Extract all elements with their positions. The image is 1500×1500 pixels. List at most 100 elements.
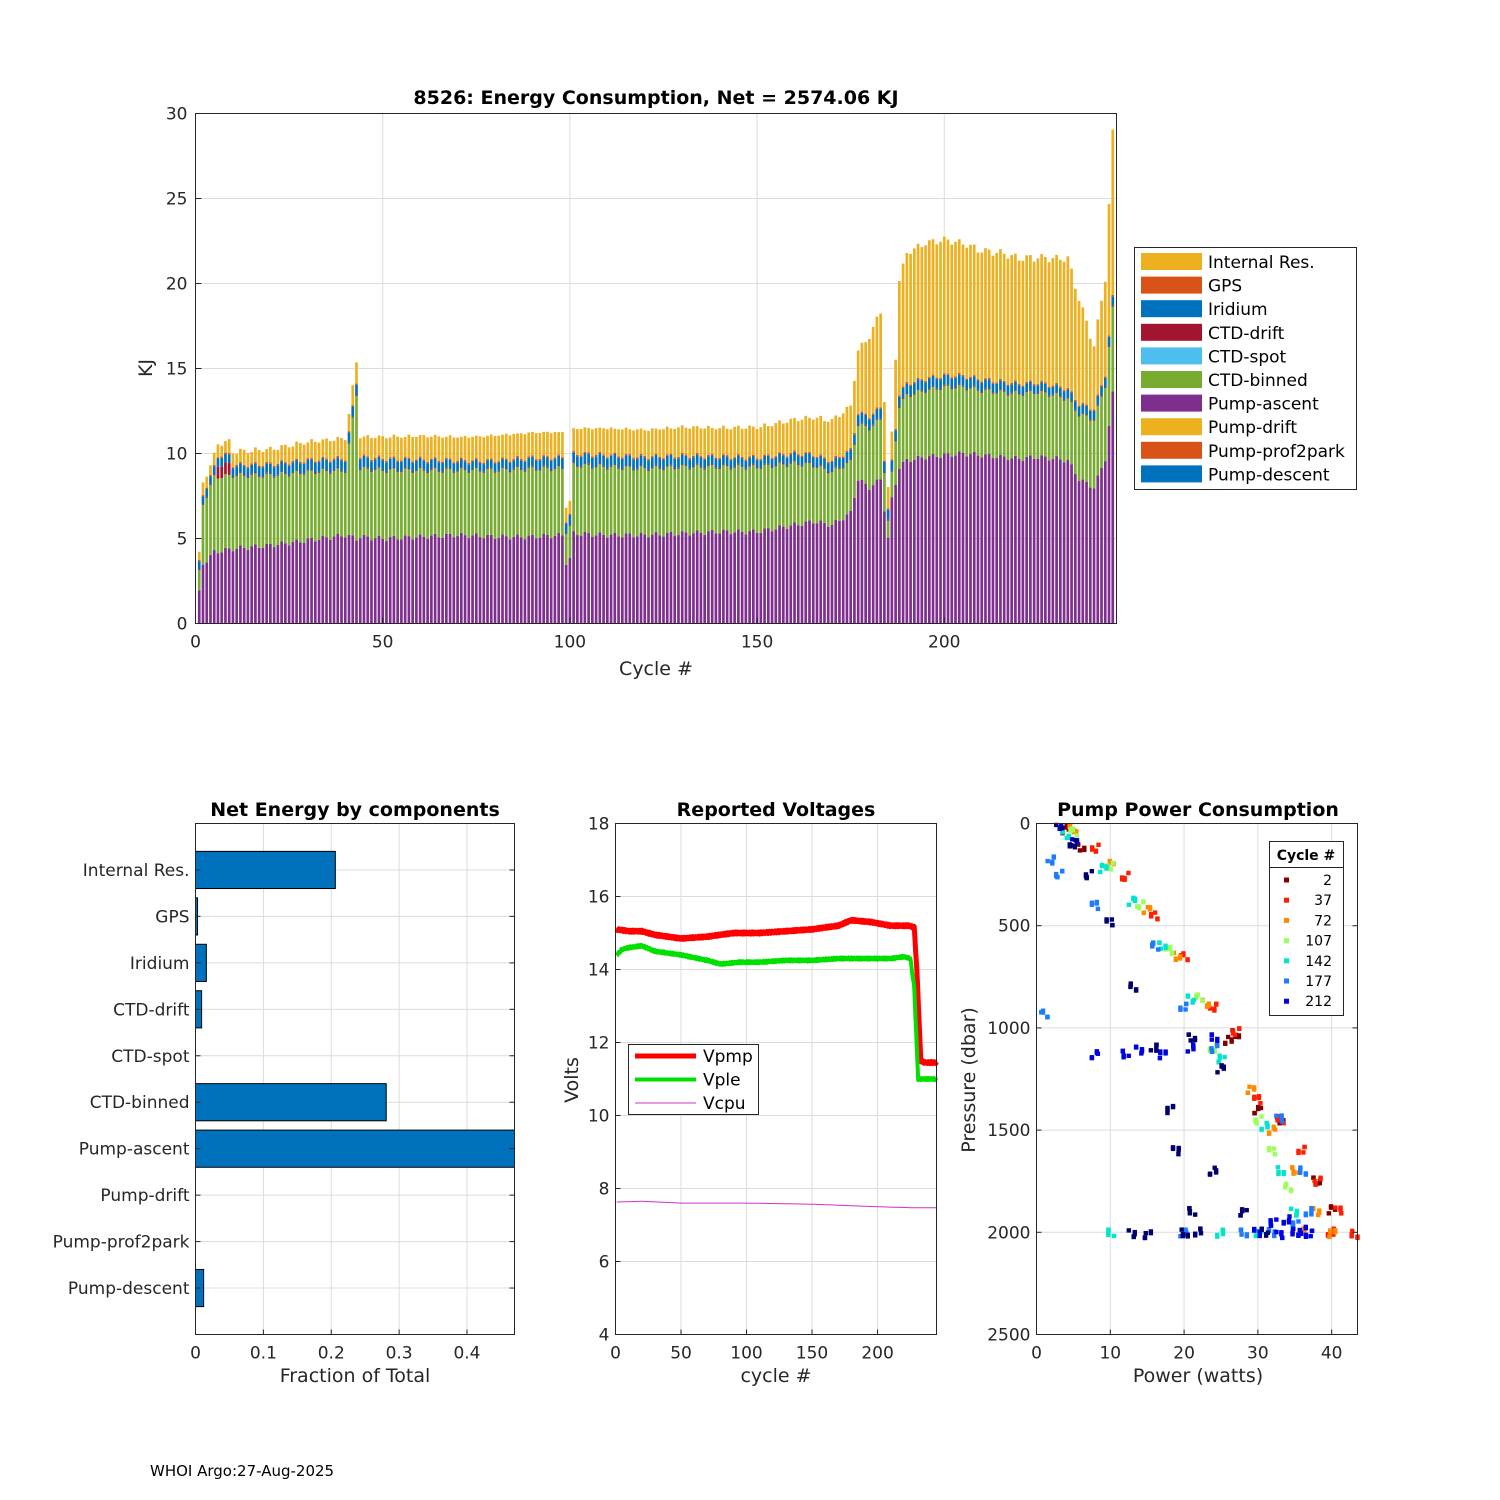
energy-bar-cycle-33 — [317, 442, 321, 624]
energy-bar-segment-gps — [980, 381, 984, 383]
energy-bar-segment-iridium — [729, 460, 733, 469]
energy-bar-segment-iridium — [995, 383, 999, 393]
energy-legend-swatch — [1141, 253, 1202, 270]
energy-bar-segment-iridium — [733, 458, 736, 467]
energy-bar-segment-internal-res — [778, 420, 781, 453]
pump-point — [1104, 917, 1109, 922]
pump-point — [1126, 1053, 1131, 1059]
energy-bar-segment-internal-res — [325, 438, 328, 459]
energy-bar-segment-gps — [403, 456, 407, 459]
energy-bar-segment-ctd-binned — [512, 469, 516, 537]
energy-bar-segment-pump-ascent — [328, 539, 332, 624]
pump-point — [1094, 901, 1099, 906]
energy-bar-segment-internal-res — [407, 434, 411, 458]
pump-point — [1207, 1006, 1213, 1011]
energy-bar-cycle-108 — [598, 427, 602, 624]
energy-bar-segment-gps — [628, 454, 632, 456]
energy-bar-segment-ctd-binned — [362, 466, 366, 535]
energy-bar-cycle-228 — [1047, 262, 1051, 624]
energy-bar-segment-gps — [699, 456, 703, 458]
energy-bar-segment-gps — [763, 454, 766, 457]
energy-bar-segment-pump-ascent — [830, 524, 834, 624]
energy-bar-cycle-133 — [692, 426, 695, 624]
energy-bar-segment-gps — [909, 384, 912, 386]
energy-bar-segment-iridium — [396, 461, 400, 472]
energy-bar-segment-internal-res — [811, 419, 815, 457]
energy-bar-segment-iridium — [1029, 381, 1032, 390]
energy-bar-segment-ctd-binned — [647, 471, 650, 538]
pump-point — [1281, 1171, 1286, 1177]
energy-bar-segment-internal-res — [298, 442, 302, 462]
energy-bar-segment-ctd-binned — [201, 505, 205, 565]
energy-bar-segment-pump-ascent — [553, 535, 557, 624]
pump-point — [1253, 1233, 1259, 1238]
energy-bar-segment-iridium — [523, 461, 527, 471]
energy-bar-segment-ctd-binned — [957, 384, 961, 452]
energy-bar-segment-ctd-drift — [1021, 395, 1025, 397]
energy-bar-segment-ctd-drift — [751, 463, 755, 465]
energy-bar-segment-internal-res — [999, 249, 1002, 380]
energy-bar-segment-pump-ascent — [901, 461, 905, 624]
energy-bar-segment-ctd-binned — [370, 472, 373, 541]
energy-bar-segment-internal-res — [957, 239, 961, 373]
energy-bar-segment-gps — [1014, 380, 1017, 382]
energy-bar-segment-pump-ascent — [602, 534, 605, 624]
energy-bar-segment-internal-res — [220, 445, 224, 457]
energy-bar-segment-iridium — [950, 378, 954, 389]
energy-bar-segment-pump-ascent — [654, 532, 658, 624]
energy-bar-segment-gps — [1103, 376, 1107, 378]
energy-bar-segment-internal-res — [639, 428, 643, 454]
energy-bar-segment-ctd-binned — [942, 385, 946, 454]
energy-bar-segment-gps — [269, 462, 272, 464]
energy-bar-segment-iridium — [284, 463, 287, 474]
pump-point — [1109, 917, 1115, 922]
energy-bar-segment-ctd-drift — [808, 462, 811, 464]
energy-bar-cycle-174 — [845, 406, 849, 624]
energy-bar-cycle-109 — [602, 428, 605, 624]
energy-bar-segment-gps — [733, 457, 736, 459]
pump-point — [1274, 1229, 1279, 1235]
energy-bar-segment-internal-res — [688, 428, 692, 458]
energy-bar-segment-ctd-drift — [643, 467, 647, 469]
energy-bar-segment-internal-res — [793, 418, 796, 451]
energy-bar-segment-iridium — [838, 458, 841, 468]
energy-bar-cycle-30 — [306, 442, 310, 624]
energy-bar-segment-iridium — [924, 382, 927, 393]
pump-point — [1279, 1119, 1285, 1124]
energy-bar-segment-internal-res — [261, 452, 265, 466]
energy-bar-segment-pump-ascent — [474, 533, 478, 624]
energy-bar-segment-gps — [572, 451, 575, 453]
energy-bar-segment-pump-ascent — [269, 543, 272, 624]
energy-bar-segment-iridium — [1006, 385, 1010, 395]
energy-bar-segment-pump-ascent — [931, 453, 935, 624]
energy-bar-segment-ctd-drift — [568, 524, 572, 526]
energy-bar-segment-pump-ascent — [658, 535, 662, 624]
energy-bar-segment-iridium — [355, 384, 358, 396]
energy-bar-segment-internal-res — [377, 435, 381, 456]
energy-bar-segment-pump-ascent — [1073, 474, 1077, 624]
energy-bar-segment-iridium — [714, 458, 718, 468]
pump-point — [1297, 1170, 1303, 1175]
energy-bar-segment-ctd-drift — [508, 471, 512, 473]
energy-bar-segment-pump-ascent — [740, 531, 744, 624]
pump-point — [1214, 1001, 1219, 1006]
energy-bar-segment-ctd-binned — [751, 464, 755, 530]
energy-bar-segment-ctd-binned — [531, 466, 534, 535]
energy-bar-segment-gps — [546, 456, 549, 458]
energy-bar-segment-pump-ascent — [673, 535, 677, 624]
energy-bar-segment-pump-ascent — [332, 536, 336, 624]
energy-bar-segment-internal-res — [564, 507, 568, 523]
energy-bar-segment-pump-ascent — [415, 537, 418, 624]
energy-bar-cycle-147 — [744, 428, 748, 624]
voltages-legend-label: Vpmp — [703, 1047, 753, 1067]
pump-point — [1296, 1233, 1301, 1238]
energy-bar-segment-ctd-binned — [733, 467, 736, 533]
pump-point — [1316, 1212, 1321, 1218]
energy-bar-segment-iridium — [1066, 389, 1070, 398]
components-ytick-label: CTD-spot — [111, 1047, 190, 1067]
energy-bar-segment-ctd-binned — [680, 464, 684, 532]
energy-bar-cycle-26 — [291, 446, 295, 624]
energy-bar-segment-pump-ascent — [868, 489, 871, 624]
energy-bar-segment-ctd-drift — [647, 470, 650, 472]
